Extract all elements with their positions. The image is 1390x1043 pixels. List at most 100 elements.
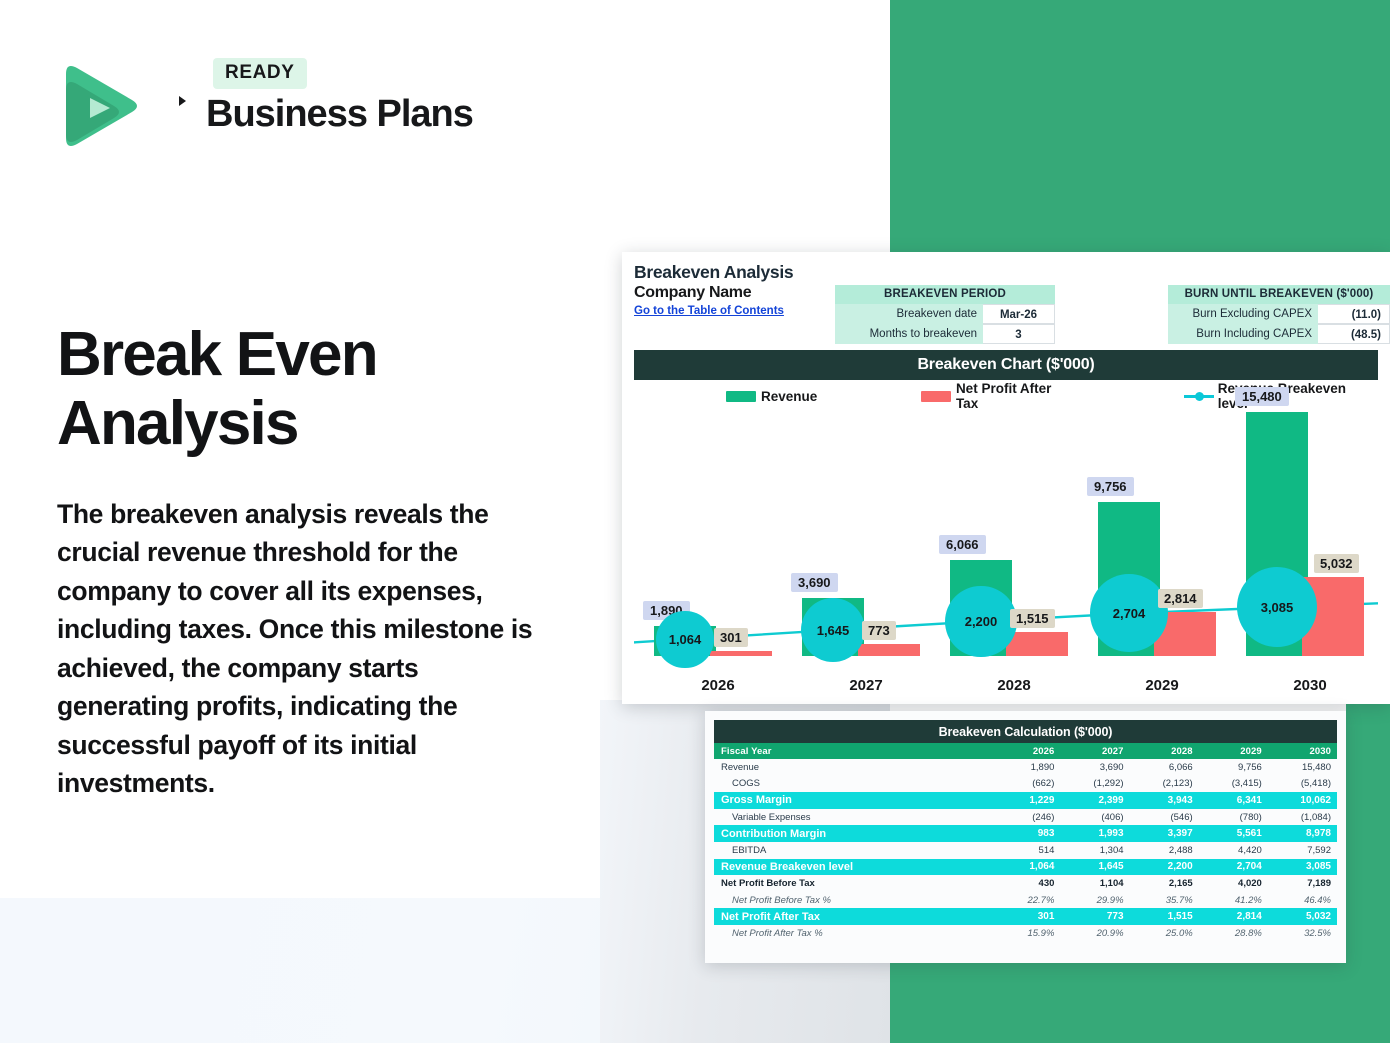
data-bubble-revenue-breakeven-2027[interactable]: 1,645 [800, 597, 866, 663]
legend-item-revenue[interactable]: Revenue [726, 389, 817, 404]
table-row-label: Net Profit Before Tax [714, 875, 992, 892]
data-label-revenue-2029: 9,756 [1087, 477, 1134, 497]
data-bubble-revenue-breakeven-2029[interactable]: 2,704 [1090, 574, 1168, 653]
table-cell: 25.0% [1165, 927, 1193, 939]
table-cell: 5,032 [1267, 908, 1337, 925]
table-cell: (5,418) [1267, 775, 1337, 793]
bar-net-profit-after-tax-2026[interactable] [710, 651, 772, 656]
data-bubble-revenue-breakeven-2030[interactable]: 3,085 [1237, 567, 1317, 648]
table-cell: 2,200 [1129, 858, 1199, 876]
brand-logo: READY Business Plans [58, 58, 474, 158]
table-row: Net Profit Before Tax % 22.7% 29.9% 35.7% 41… [714, 892, 1337, 909]
kpi-breakeven-period: BREAKEVEN PERIOD Breakeven date Mar-26 M… [835, 285, 1055, 344]
table-cell: 28.8% [1234, 927, 1262, 939]
kpi-burn-until-breakeven: BURN UNTIL BREAKEVEN ($'000) Burn Exclud… [1168, 285, 1390, 344]
table-cell: 29.9% [1096, 894, 1124, 906]
table-cell: 1,304 [1060, 841, 1130, 859]
x-axis-label-2027: 2027 [849, 677, 883, 694]
kpi-value[interactable]: (11.0) [1318, 304, 1390, 324]
legend-swatch-breakeven-line [1184, 391, 1215, 402]
kpi-value[interactable]: (48.5) [1318, 324, 1390, 344]
legend-swatch-revenue [726, 390, 756, 402]
table-cell: (2,123) [1129, 775, 1199, 793]
kpi-value[interactable]: Mar-26 [983, 304, 1055, 324]
data-label-revenue-2030: 15,480 [1235, 387, 1289, 406]
chart-group-2026: 1,890 1,064 301 [643, 412, 788, 668]
bar-net-profit-after-tax-2027[interactable] [858, 643, 920, 656]
kpi-label: Burn Excluding CAPEX [1168, 304, 1318, 324]
table-cell: (406) [1060, 808, 1130, 826]
background-green-bottom [890, 963, 1390, 1043]
x-axis-label-2028: 2028 [997, 677, 1031, 694]
table-row: Variable Expenses (246) (406) (546) (780) (1,… [714, 808, 1337, 826]
breakeven-chart-card: Breakeven Analysis Company Name Go to th… [622, 252, 1390, 704]
table-row: Contribution Margin 983 1,993 3,397 5,561 8,9… [714, 825, 1337, 842]
table-cell: 1,890 [991, 759, 1061, 776]
table-cell: 9,756 [1198, 759, 1268, 776]
chart-plot-area: 1,890 1,064 301 2026 3,690 1,645 773 2027 6,066 2… [634, 387, 1378, 704]
data-label-revenue-2027: 3,690 [791, 572, 838, 592]
table-cell: 2,165 [1129, 875, 1199, 892]
legend-swatch-net-profit [921, 390, 951, 402]
table-column-header: 2027 [1060, 743, 1130, 759]
table-cell: 1,515 [1129, 908, 1199, 925]
table-banner-title: Breakeven Calculation ($'000) [714, 720, 1337, 743]
table-cell: 41.2% [1234, 894, 1262, 906]
table-cell: 8,978 [1267, 825, 1337, 842]
table-cell: 3,085 [1267, 858, 1337, 876]
table-row-label: Net Profit After Tax [714, 908, 992, 925]
table-cell: 3,690 [1060, 759, 1130, 776]
table-column-header: Fiscal Year [714, 743, 992, 759]
table-cell: 514 [991, 841, 1061, 859]
table-cell: 1,064 [991, 858, 1061, 876]
data-label-net-profit-2026: 301 [714, 628, 748, 648]
table-row-label: Net Profit After Tax % [732, 927, 823, 939]
table-row-label: EBITDA [714, 841, 992, 859]
table-column-header: 2029 [1198, 743, 1268, 759]
table-cell: 7,189 [1267, 875, 1337, 892]
chart-group-2027: 3,690 1,645 773 [791, 412, 936, 663]
table-row: Revenue Breakeven level 1,064 1,645 2,200 2,… [714, 858, 1337, 876]
legend-label: Net Profit After Tax [955, 381, 1052, 411]
x-axis-label-2030: 2030 [1293, 677, 1327, 694]
table-cell: 6,341 [1198, 792, 1268, 809]
table-body: Revenue 1,890 3,690 6,066 9,756 15,480 COGS (66… [714, 759, 1337, 942]
table-cell: (780) [1198, 808, 1268, 826]
page-title-line: Break Even [57, 320, 379, 389]
table-cell: 4,420 [1198, 841, 1268, 859]
bar-net-profit-after-tax-2028[interactable] [1006, 632, 1068, 656]
brand-name: Business Plans [179, 93, 474, 136]
data-label-net-profit-2028: 1,515 [1010, 609, 1055, 629]
table-cell: (546) [1129, 808, 1199, 826]
data-label-net-profit-2030: 5,032 [1314, 553, 1359, 573]
data-label-net-profit-2029: 2,814 [1158, 588, 1203, 608]
table-cell: 7,592 [1267, 841, 1337, 859]
table-row: Net Profit Before Tax 430 1,104 2,165 4,020 7… [714, 875, 1337, 892]
sheet-title: Breakeven Analysis [634, 262, 794, 282]
kpi-period-heading: BREAKEVEN PERIOD [835, 285, 1055, 304]
table-cell: (662) [991, 775, 1061, 793]
table-cell: 2,704 [1198, 858, 1268, 876]
data-bubble-revenue-breakeven-2026[interactable]: 1,064 [656, 610, 714, 668]
legend-item-net-profit-after-tax[interactable]: Net Profit After Tax [921, 381, 1076, 411]
table-row-label: Revenue [714, 759, 992, 776]
x-axis-label-2029: 2029 [1145, 677, 1179, 694]
table-cell: 15,480 [1267, 759, 1337, 776]
table-row-label: Net Profit Before Tax % [732, 894, 831, 906]
table-cell: 2,814 [1198, 908, 1268, 925]
table-of-contents-link[interactable]: Go to the Table of Contents [634, 305, 784, 317]
kpi-label: Months to breakeven [835, 324, 983, 344]
table-cell: 983 [991, 825, 1061, 842]
brand-name-text: Business Plans [206, 93, 474, 135]
ready-badge: READY [213, 58, 307, 89]
play-accent-icon [179, 96, 186, 106]
table-cell: 1,229 [991, 792, 1061, 809]
kpi-value[interactable]: 3 [983, 324, 1055, 344]
data-label-net-profit-2027: 773 [862, 620, 896, 640]
kpi-label: Breakeven date [835, 304, 983, 324]
data-bubble-revenue-breakeven-2028[interactable]: 2,200 [945, 585, 1017, 658]
table-cell: 20.9% [1096, 927, 1124, 939]
table-row: Revenue 1,890 3,690 6,066 9,756 15,480 [714, 759, 1337, 776]
chart-group-2028: 6,066 2,200 1,515 [939, 412, 1084, 658]
table-row: EBITDA 514 1,304 2,488 4,420 7,592 [714, 841, 1337, 859]
